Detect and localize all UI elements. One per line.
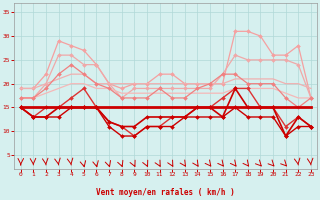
X-axis label: Vent moyen/en rafales ( km/h ): Vent moyen/en rafales ( km/h )	[96, 188, 235, 197]
